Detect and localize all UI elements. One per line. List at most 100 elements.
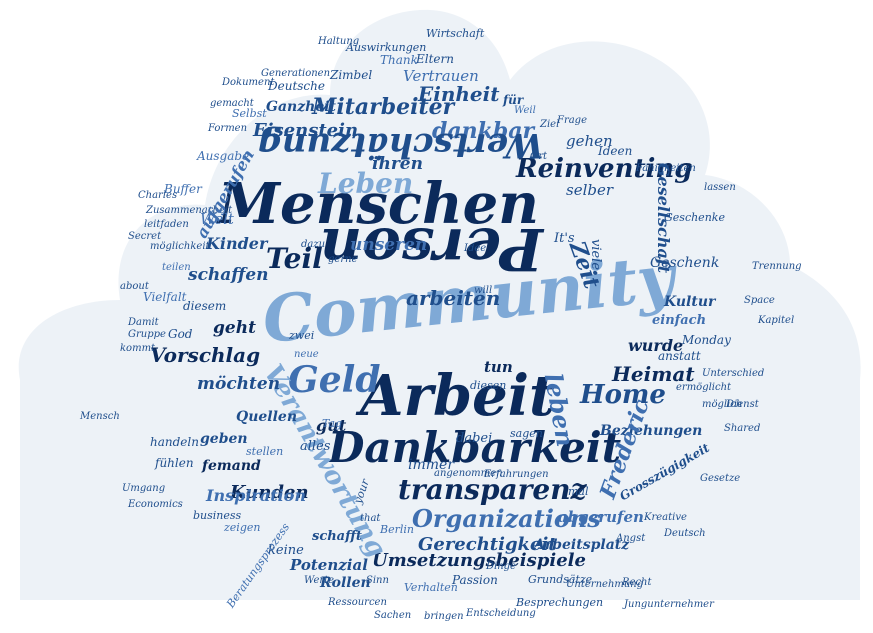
word-mitarbeiter: Mitarbeiter — [312, 94, 455, 120]
word-stellen: stellen — [246, 445, 284, 458]
word-its: It's — [554, 231, 575, 246]
word-quellen: Quellen — [236, 409, 298, 425]
word-leben: Leben — [318, 167, 414, 200]
word-wurde: wurde — [628, 336, 684, 355]
word-entscheidung: Entscheidung — [466, 608, 536, 619]
word-auswirkungen: Auswirkungen — [346, 41, 427, 54]
word-teil: Teil — [266, 242, 323, 275]
word-femand: femand — [202, 458, 261, 474]
word-ermoeglicht: ermöglicht — [676, 382, 732, 393]
word-ressourcen: Ressourcen — [328, 597, 387, 608]
word-eisenstein: Eisenstein — [253, 120, 359, 141]
word-gruppe: Gruppe — [128, 329, 166, 340]
word-angenommen: angenommen — [434, 468, 503, 479]
word-that: that — [360, 513, 381, 524]
word-wirtschaft: Wirtschaft — [426, 27, 485, 40]
word-home: Home — [580, 380, 666, 410]
word-einfach: einfach — [652, 313, 707, 328]
word-kreative: Kreative — [644, 512, 687, 523]
word-eltern: Eltern — [416, 52, 454, 66]
word-jungunternehmer: Jungunternehmer — [624, 599, 714, 610]
word-kultur: Kultur — [664, 294, 716, 310]
word-moeglich: möglich — [702, 399, 743, 410]
word-teilen: teilen — [162, 262, 191, 273]
word-heimat: Heimat — [612, 362, 695, 386]
word-tag: Tag — [322, 417, 343, 430]
word-ganzheit: Ganzheit — [266, 99, 337, 115]
word-kapitel: Kapitel — [758, 315, 795, 326]
word-geschenk: Geschenk — [650, 255, 720, 271]
word-alles: alles — [300, 439, 331, 454]
word-secret: Secret — [128, 231, 162, 242]
word-fuehlen: fühlen — [155, 456, 194, 470]
word-diesen: diesen — [470, 379, 507, 392]
word-unterschied: Unterschied — [702, 368, 765, 379]
word-geben: geben — [200, 431, 248, 447]
word-zimbel: Zimbel — [330, 68, 373, 82]
word-mal: mal — [568, 485, 589, 498]
word-frage: Frage — [557, 115, 587, 126]
word-world: Werte — [304, 575, 335, 586]
word-rollen: Rollen — [320, 575, 371, 591]
word-geht: geht — [213, 318, 256, 338]
word-dokument: Dokument — [222, 77, 275, 88]
word-mochten: möchten — [197, 374, 281, 394]
word-ihren: ihren — [372, 154, 423, 174]
word-abgerufen: abgerufen — [558, 508, 644, 526]
word-besprechungen: Besprechungen — [516, 596, 604, 609]
word-dienst: Dienst — [726, 399, 759, 410]
word-deutsch: Deutsch — [664, 528, 706, 539]
word-sinn: Sinn — [366, 575, 389, 586]
word-kinder: Kinder — [206, 234, 268, 253]
word-gehen: gehen — [566, 132, 613, 150]
word-verhalten: Verhalten — [404, 581, 458, 594]
word-anstatt: anstatt — [658, 349, 701, 363]
word-moglichkeit: möglichkeit — [150, 241, 210, 252]
word-umgang: Umgang — [122, 483, 166, 494]
word-kunden: Kunden — [230, 482, 309, 503]
word-ort: Ort — [530, 151, 547, 162]
word-zwei: zwei — [289, 329, 315, 342]
word-arbeitsplatz: Arbeitsplatz — [534, 537, 630, 553]
word-faehigkeiten: Fähigkeiten — [636, 163, 696, 174]
word-vielfalt: Vielfalt — [143, 290, 187, 304]
word-kommt: kommt — [120, 343, 156, 354]
word-unseren: unseren — [350, 235, 428, 255]
word-zeigen: zeigen — [224, 521, 261, 534]
word-recht: Recht — [622, 577, 652, 588]
word-zusammenarbeit: Zusammenarbeit — [146, 205, 233, 216]
word-keine: keine — [268, 543, 304, 558]
word-damit: Damit — [128, 317, 159, 328]
word-gerne: gerne — [328, 254, 358, 265]
word-dankbar: dankbar — [432, 118, 535, 144]
word-umsetzungsbeispiele: Umsetzungsbeispiele — [372, 550, 586, 571]
word-handeln: handeln — [150, 435, 199, 449]
word-about: about — [120, 281, 149, 292]
word-weil: Weil — [514, 105, 536, 116]
word-buffer: Buffer — [164, 182, 202, 196]
word-passion: Passion — [452, 573, 498, 587]
word-sagen: sagen — [510, 427, 543, 440]
word-bringen: bringen — [424, 611, 464, 622]
word-deutsche: Deutsche — [268, 79, 325, 93]
word-gemacht: gemacht — [210, 98, 254, 109]
word-beziehungen: Beziehungen — [600, 423, 703, 439]
word-economics: Economics — [128, 499, 183, 510]
word-will: will — [474, 285, 493, 296]
word-erfahrungen: Erfahrungen — [484, 469, 549, 480]
word-selber: selber — [566, 181, 614, 199]
word-menschen: Menschen — [218, 171, 540, 237]
word-selbst: Selbst — [232, 107, 267, 120]
word-schafft: schafft — [312, 529, 362, 544]
word-charles: Charles — [138, 190, 178, 201]
word-idee: Idee — [464, 243, 487, 254]
word-inspiration: Inspiration — [206, 486, 306, 505]
word-transparenz: transparenz — [398, 473, 587, 506]
word-dinge: Dinge — [486, 561, 516, 572]
word-welt: Welt — [200, 210, 234, 228]
word-arbeiten: arbeiten — [406, 286, 501, 310]
word-vorschlag: Vorschlag — [150, 343, 261, 367]
word-schaffen: schaffen — [188, 265, 269, 285]
